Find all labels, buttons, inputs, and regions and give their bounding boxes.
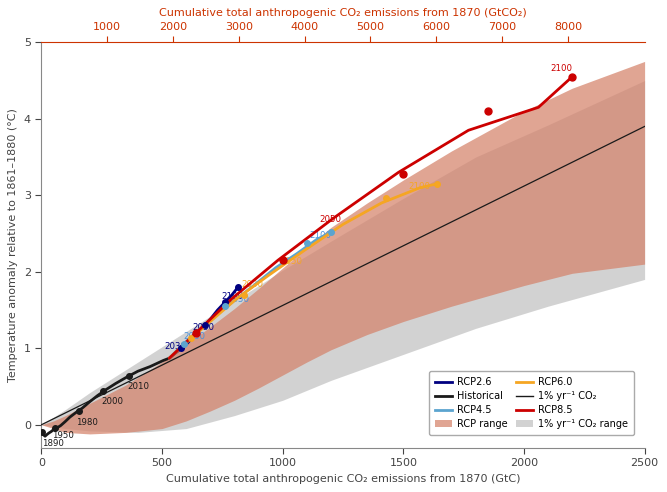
Text: 1950: 1950 [52, 431, 74, 440]
Text: 2050: 2050 [280, 257, 302, 266]
Text: 2050: 2050 [319, 215, 341, 224]
Text: 2100: 2100 [309, 231, 331, 240]
Text: 2050: 2050 [192, 323, 214, 332]
Text: 2010: 2010 [127, 382, 149, 391]
Text: 2030: 2030 [241, 279, 263, 289]
Text: 2030: 2030 [165, 342, 187, 351]
Legend: RCP2.6, Historical, RCP4.5, RCP range, RCP6.0, 1% yr⁻¹ CO₂, RCP8.5, 1% yr⁻¹ CO₂ : RCP2.6, Historical, RCP4.5, RCP range, R… [429, 371, 634, 435]
Text: 1980: 1980 [76, 418, 98, 427]
Text: 2030: 2030 [184, 333, 206, 341]
Text: 2100: 2100 [408, 183, 430, 191]
Text: 2050: 2050 [227, 295, 249, 304]
Text: 2100: 2100 [221, 292, 243, 301]
Text: 1890: 1890 [42, 439, 64, 448]
Y-axis label: Temperature anomaly relative to 1861–1880 (°C): Temperature anomaly relative to 1861–188… [8, 108, 18, 382]
X-axis label: Cumulative total anthropogenic CO₂ emissions from 1870 (GtCO₂): Cumulative total anthropogenic CO₂ emiss… [159, 8, 527, 18]
Text: 2100: 2100 [550, 64, 572, 73]
Text: 2000: 2000 [101, 397, 123, 406]
X-axis label: Cumulative total anthropogenic CO₂ emissions from 1870 (GtC): Cumulative total anthropogenic CO₂ emiss… [166, 474, 520, 484]
